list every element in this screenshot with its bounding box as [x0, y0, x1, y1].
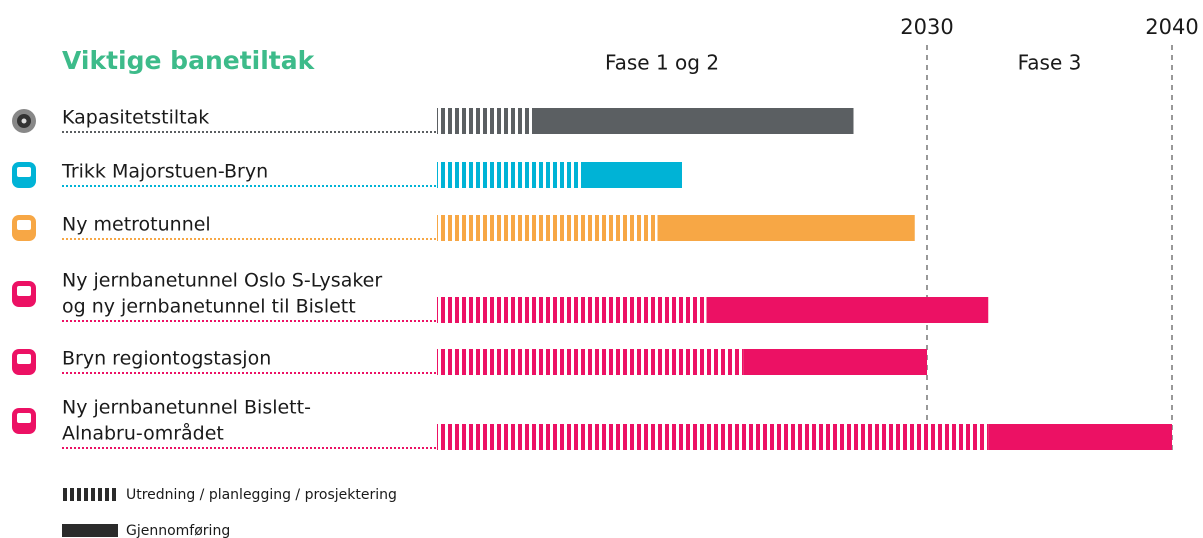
planning-bar: [437, 349, 744, 375]
icon: [17, 286, 31, 296]
x-tick-label: 2030: [900, 15, 953, 39]
legend-swatch: [62, 488, 118, 501]
execution-bar: [657, 215, 915, 241]
legend-swatch: [62, 524, 118, 537]
task-label: Ny metrotunnel: [62, 214, 211, 236]
phase-label: Fase 3: [1018, 51, 1082, 75]
icon: [17, 220, 31, 230]
task-label: Ny jernbanetunnel Bislett-: [62, 397, 311, 419]
execution-bar: [535, 108, 854, 134]
execution-bar: [988, 424, 1172, 450]
task-label: Bryn regiontogstasjon: [62, 348, 271, 370]
icon: [21, 118, 27, 124]
task-label: Trikk Majorstuen-Bryn: [61, 161, 268, 183]
task-label: Kapasitetstiltak: [62, 107, 209, 129]
phase-label: Fase 1 og 2: [605, 51, 719, 75]
legend-label: Utredning / planlegging / prosjektering: [126, 487, 397, 503]
planning-bar: [437, 297, 707, 323]
execution-bar: [584, 162, 682, 188]
chart-title: Viktige banetiltak: [62, 46, 316, 75]
icon: [17, 354, 31, 364]
execution-bar: [706, 297, 989, 323]
icon: [17, 167, 31, 177]
planning-bar: [437, 162, 584, 188]
planning-bar: [437, 424, 989, 450]
planning-bar: [437, 215, 658, 241]
execution-bar: [743, 349, 927, 375]
x-tick-label: 2040: [1145, 15, 1198, 39]
task-label: og ny jernbanetunnel til Bislett: [62, 296, 356, 318]
task-label: Ny jernbanetunnel Oslo S-Lysaker: [62, 270, 382, 292]
legend-label: Gjennomføring: [126, 523, 230, 538]
task-label: Alnabru-området: [62, 422, 224, 445]
planning-bar: [437, 108, 535, 134]
icon: [17, 413, 31, 423]
